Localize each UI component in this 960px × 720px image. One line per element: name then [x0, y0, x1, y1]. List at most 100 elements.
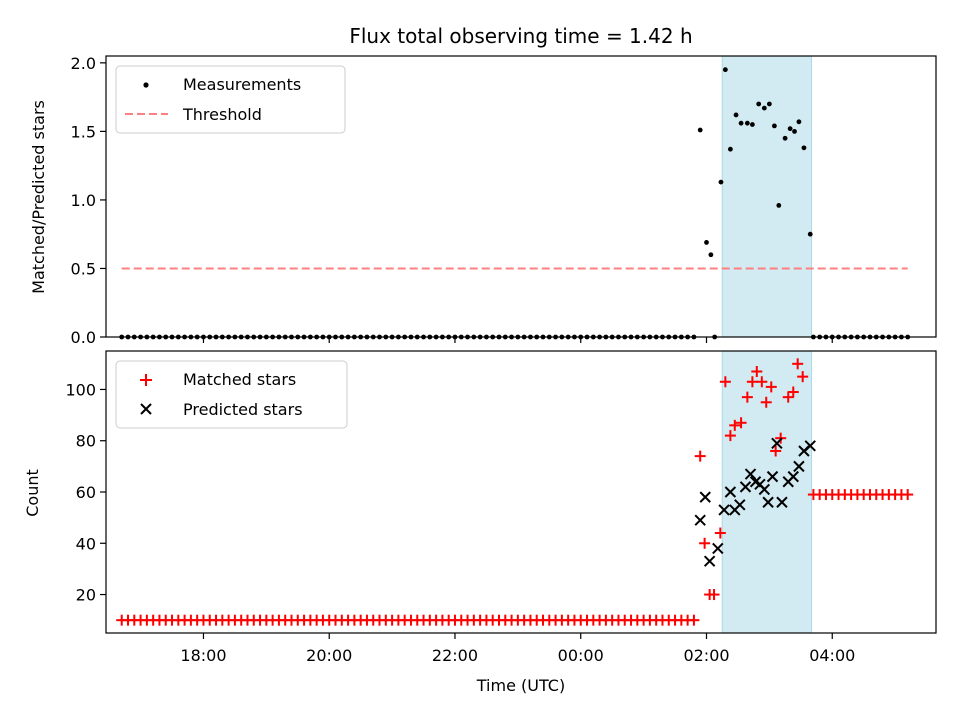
matched-star-point [746, 376, 758, 388]
bottom-y-axis-label: Count [23, 469, 42, 517]
bottom-y-tick-label: 40 [76, 534, 96, 553]
bottom-y-tick-label: 60 [76, 483, 96, 502]
matched-star-point [699, 537, 711, 549]
matched-star-point [694, 450, 706, 462]
top-legend: Measurements Threshold [115, 65, 346, 134]
measurement-point [722, 67, 728, 73]
top-panel: 0.00.51.01.52.0 Matched/Predicted stars … [29, 54, 937, 347]
top-y-tick-label: 2.0 [71, 54, 96, 73]
predicted-star-point [694, 514, 706, 526]
matched-star-point [760, 396, 772, 408]
matched-star-point [735, 417, 747, 429]
predicted-star-point [804, 440, 816, 452]
matched-star-point [756, 376, 768, 388]
matched-star-point [741, 391, 753, 403]
bottom-legend: Matched stars Predicted stars [115, 360, 348, 429]
matched-star-point [751, 366, 763, 378]
legend-matched-label: Matched stars [183, 370, 296, 389]
measurement-point [704, 240, 709, 245]
predicted-star-point [744, 468, 757, 480]
measurement-point [744, 120, 750, 126]
matched-star-point [787, 386, 799, 398]
top-y-ticks: 0.0 0.5 1.0 1.5 2.0 [71, 54, 106, 347]
matched-star-point [782, 391, 794, 403]
bottom-x-tick-label: 18:00 [180, 646, 226, 665]
matched-stars-series [116, 358, 914, 626]
measurement-point [733, 112, 739, 118]
top-legend-box [115, 65, 346, 134]
predicted-star-point [739, 481, 752, 493]
legend-predicted-label: Predicted stars [183, 400, 303, 419]
legend-threshold-label: Threshold [182, 105, 262, 124]
matched-star-point [729, 419, 741, 431]
bottom-x-tick-label: 00:00 [558, 646, 604, 665]
top-highlight-span [721, 55, 812, 338]
matched-star-point [765, 381, 777, 393]
measurement-point [749, 122, 755, 127]
top-y-tick-label: 1.0 [71, 191, 96, 210]
predicted-star-point [712, 542, 724, 555]
matched-star-point [770, 445, 782, 457]
measurement-point [792, 128, 797, 134]
matched-star-point [688, 614, 700, 626]
predicted-star-point [787, 470, 799, 483]
bottom-x-tick-label: 02:00 [683, 646, 729, 665]
measurement-point [697, 127, 703, 133]
measurement-point [708, 252, 714, 258]
predicted-star-point [776, 496, 788, 508]
measurement-point [772, 123, 777, 129]
measurement-point [782, 135, 788, 141]
top-y-tick-label: 0.0 [71, 328, 96, 347]
measurement-point [766, 101, 772, 107]
measurements-series [119, 67, 911, 340]
matched-star-point [708, 589, 720, 601]
legend-measurements-label: Measurements [183, 75, 301, 94]
measurement-point [807, 231, 813, 237]
bottom-y-ticks: 20 40 60 80 100 [65, 380, 106, 605]
bottom-x-tick-label: 22:00 [432, 646, 478, 665]
measurement-point [796, 119, 802, 125]
measurement-point [787, 126, 793, 132]
matched-star-point [902, 489, 914, 501]
bottom-panel: 20 40 60 80 100 18:00 20:00 22:00 00:00 02:00 04:… [23, 350, 937, 695]
bottom-x-ticks: 18:00 20:00 22:00 00:00 02:00 04:00 [180, 633, 855, 665]
bottom-y-tick-label: 20 [76, 586, 96, 605]
top-y-axis-label: Matched/Predicted stars [29, 100, 48, 294]
legend-matched-marker [140, 374, 152, 386]
top-axes-frame [105, 55, 937, 338]
matched-star-point [792, 358, 804, 370]
predicted-star-point [703, 555, 716, 567]
predicted-star-point [766, 470, 779, 483]
predicted-star-point [793, 460, 805, 473]
bottom-x-tick-label: 20:00 [306, 646, 352, 665]
predicted-star-point [771, 437, 783, 449]
measurement-point [718, 179, 724, 185]
chart-title: Flux total observing time = 1.42 h [349, 24, 692, 48]
measurement-point [776, 203, 782, 208]
bottom-legend-box [115, 360, 348, 429]
predicted-star-point [762, 496, 774, 508]
predicted-stars-series [694, 437, 816, 567]
predicted-star-point [718, 504, 730, 516]
legend-measurements-marker [143, 82, 149, 88]
top-y-tick-label: 1.5 [71, 122, 96, 141]
measurement-point [727, 146, 733, 152]
measurement-point [756, 101, 762, 107]
matched-star-point [714, 527, 726, 539]
legend-predicted-marker [140, 403, 152, 415]
measurement-point [801, 145, 807, 151]
matched-star-point [724, 430, 736, 442]
matched-star-point [719, 376, 731, 388]
bottom-y-tick-label: 100 [65, 380, 96, 399]
bottom-y-tick-label: 80 [76, 432, 96, 451]
measurement-point [761, 105, 767, 111]
x-axis-label: Time (UTC) [476, 676, 565, 695]
predicted-star-point [734, 499, 746, 511]
top-x-ticks [202, 337, 833, 343]
measurement-point [738, 120, 744, 126]
predicted-star-point [724, 486, 737, 498]
predicted-star-point [699, 491, 711, 503]
predicted-star-point [758, 483, 771, 496]
bottom-x-tick-label: 04:00 [809, 646, 855, 665]
